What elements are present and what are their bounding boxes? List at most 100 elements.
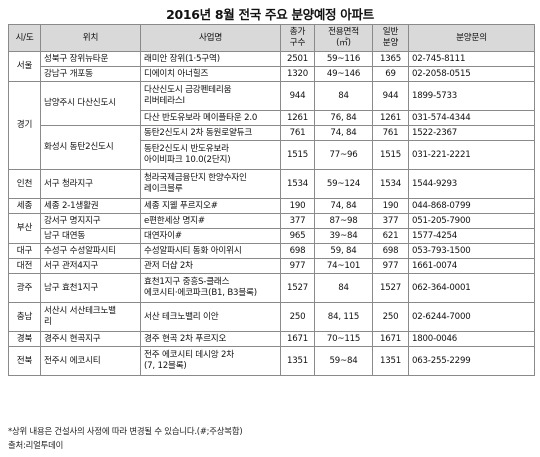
phone-cell: 051-205-7900 xyxy=(408,213,535,229)
phone-cell: 1544-9293 xyxy=(408,169,535,199)
general-cell: 621 xyxy=(372,228,409,244)
project-cell: 효천1지구 중흥S-클래스 에코시티·에코파크(B1, B3블록) xyxy=(140,273,281,303)
area-cell: 84 xyxy=(314,273,373,303)
units-cell: 190 xyxy=(280,198,315,214)
phone-cell: 1577-4254 xyxy=(408,228,535,244)
area-cell: 39~84 xyxy=(314,228,373,244)
header-area-line2: (㎡) xyxy=(336,38,351,48)
project-line2: 아이비파크 10.0(2단지) xyxy=(144,155,231,165)
units-cell: 698 xyxy=(280,243,315,259)
area-cell: 59~124 xyxy=(314,169,373,199)
project-cell: 전주 에코시티 데시앙 2차 (7, 12블록) xyxy=(140,346,281,376)
units-cell: 977 xyxy=(280,258,315,274)
header-area: 전용면적 (㎡) xyxy=(314,24,373,52)
units-cell: 1261 xyxy=(280,110,315,126)
header-total-units: 총가 구수 xyxy=(280,24,315,52)
project-line1: 효천1지구 중흥S-클래스 xyxy=(144,277,230,287)
general-cell: 1365 xyxy=(372,51,409,67)
location-cell: 서산시 서산테크노밸 리 xyxy=(40,302,141,332)
general-cell: 1515 xyxy=(372,140,409,170)
header-general-line1: 일반 xyxy=(382,27,399,37)
region-gyeongbuk: 경북 xyxy=(8,331,41,347)
general-cell: 944 xyxy=(372,81,409,111)
units-cell: 1351 xyxy=(280,346,315,376)
table-row: 대구 수성구 수성알파시티 수성알파시티 동화 아이위시 698 59, 84 … xyxy=(8,243,535,259)
phone-cell: 1800-0046 xyxy=(408,331,535,347)
project-cell: 다산신도시 금강펜테리움 리버테라스Ⅰ xyxy=(140,81,281,111)
area-cell: 84 xyxy=(314,81,373,111)
phone-cell: 1899-5733 xyxy=(408,81,535,111)
table-row: 광주 남구 효천1지구 효천1지구 중흥S-클래스 에코시티·에코파크(B1, B… xyxy=(8,273,535,303)
general-cell: 698 xyxy=(372,243,409,259)
project-cell: 대연자이# xyxy=(140,228,281,244)
table-row: 경북 경주시 현곡지구 경주 현곡 2차 푸르지오 1671 70~115 16… xyxy=(8,331,535,347)
location-cell: 경주시 현곡지구 xyxy=(40,331,141,347)
table-row: 충남 서산시 서산테크노밸 리 서산 테크노밸리 이안 250 84, 115 2… xyxy=(8,302,535,332)
phone-cell: 053-793-1500 xyxy=(408,243,535,259)
area-cell: 49~146 xyxy=(314,66,373,82)
project-cell: 디에이치 아너힐즈 xyxy=(140,66,281,82)
area-cell: 70~115 xyxy=(314,331,373,347)
general-cell: 1534 xyxy=(372,169,409,199)
area-cell: 84, 115 xyxy=(314,302,373,332)
area-cell: 76, 84 xyxy=(314,110,373,126)
location-cell: 서구 청라지구 xyxy=(40,169,141,199)
units-cell: 1527 xyxy=(280,273,315,303)
location-line2: 리 xyxy=(44,317,52,327)
general-cell: 977 xyxy=(372,258,409,274)
region-jeonbuk: 전북 xyxy=(8,346,41,376)
project-cell: 청라국제금융단지 한양수자인 레이크블루 xyxy=(140,169,281,199)
project-line2: 에코시티·에코파크(B1, B3블록) xyxy=(144,288,257,298)
project-cell: 세종 지웰 푸르지오# xyxy=(140,198,281,214)
area-cell: 74, 84 xyxy=(314,125,373,141)
location-cell: 서구 관저4지구 xyxy=(40,258,141,274)
project-line2: 레이크블루 xyxy=(144,184,183,194)
header-region: 시/도 xyxy=(8,24,41,52)
region-gyeonggi: 경기 xyxy=(8,81,41,170)
units-cell: 944 xyxy=(280,81,315,111)
general-cell: 761 xyxy=(372,125,409,141)
area-cell: 59, 84 xyxy=(314,243,373,259)
header-area-line1: 전용면적 xyxy=(328,27,359,37)
region-daejeon: 대전 xyxy=(8,258,41,274)
location-cell: 남양주시 다산신도시 xyxy=(40,81,141,126)
header-location: 위치 xyxy=(40,24,141,52)
phone-cell: 02-6244-7000 xyxy=(408,302,535,332)
project-cell: 동탄2신도시 2차 동원로얄듀크 xyxy=(140,125,281,141)
table-row: 부산 강서구 명지지구 e편한세상 명지# 377 87~98 377 051-… xyxy=(8,213,535,244)
table-row: 경기 남양주시 다산신도시 다산신도시 금강펜테리움 리버테라스Ⅰ 944 84 … xyxy=(8,81,535,170)
header-total-units-line2: 구수 xyxy=(289,38,306,48)
area-cell: 59~116 xyxy=(314,51,373,67)
phone-cell: 02-745-8111 xyxy=(408,51,535,67)
project-line2: (7, 12블록) xyxy=(144,361,187,371)
table-row: 다산 반도유보라 메이플타운 2.0 1261 76, 84 1261 031-… xyxy=(9,110,535,126)
source-credit: 출처:리얼투데이 xyxy=(8,440,64,450)
region-seoul: 서울 xyxy=(8,51,41,82)
area-cell: 87~98 xyxy=(314,213,373,229)
area-cell: 74, 84 xyxy=(314,198,373,214)
header-inquiry: 분양문의 xyxy=(408,24,535,52)
project-cell: 래미안 장위(1·5구역) xyxy=(140,51,281,67)
project-cell: 관저 더샵 2차 xyxy=(140,258,281,274)
phone-cell: 031-221-2221 xyxy=(408,140,535,170)
general-cell: 1261 xyxy=(372,110,409,126)
general-cell: 69 xyxy=(372,66,409,82)
project-line1: 전주 에코시티 데시앙 2차 xyxy=(144,350,234,360)
location-cell: 화성시 동탄2신도시 xyxy=(40,125,141,170)
units-cell: 761 xyxy=(280,125,315,141)
sales-schedule-table: 시/도 위치 사업명 총가 구수 전용면적 (㎡) 일반 분양 분양문의 서울 성북구… xyxy=(8,24,535,376)
units-cell: 1671 xyxy=(280,331,315,347)
table-row: 남구 대연동 대연자이# 965 39~84 621 1577-4254 xyxy=(9,228,535,244)
header-project: 사업명 xyxy=(140,24,281,52)
general-cell: 250 xyxy=(372,302,409,332)
area-cell: 74~101 xyxy=(314,258,373,274)
location-cell: 수성구 수성알파시티 xyxy=(40,243,141,259)
phone-cell: 063-255-2299 xyxy=(408,346,535,376)
region-sejong: 세종 xyxy=(8,198,41,214)
phone-cell: 044-868-0799 xyxy=(408,198,535,214)
project-line1: 동탄2신도시 반도유보라 xyxy=(144,144,229,154)
location-cell: 강서구 명지지구 xyxy=(40,213,141,229)
project-cell: 서산 테크노밸리 이안 xyxy=(140,302,281,332)
location-cell: 남구 대연동 xyxy=(40,228,141,244)
